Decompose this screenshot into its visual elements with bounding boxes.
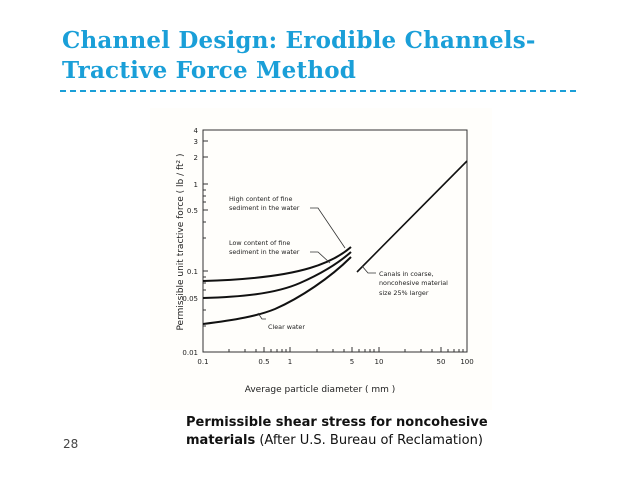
caption-bold-line1: Permissible shear stress for noncohesive (186, 415, 488, 430)
annotation-low-2: sediment in the water (229, 248, 300, 256)
x-axis-label: Average particle diameter ( mm ) (245, 385, 396, 395)
y-tick-2: 2 (194, 154, 198, 162)
line-coarse-canals (356, 160, 468, 273)
x-tick-0-5: 0.5 (258, 358, 269, 366)
annotation-coarse-3: size 25% larger (379, 289, 429, 297)
y-axis-ticks (203, 140, 208, 327)
curve-low-content (202, 251, 352, 299)
y-tick-1: 1 (194, 181, 198, 189)
annotation-high-1: High content of fine (229, 195, 292, 203)
plot-frame (202, 129, 468, 353)
x-tick-5: 5 (350, 358, 354, 366)
chart-figure: 4 3 2 1 0.5 0.1 0.05 0.01 0.1 0.5 1 5 10… (150, 108, 492, 410)
x-tick-1: 1 (288, 358, 292, 366)
y-tick-labels: 4 3 2 1 0.5 0.1 0.05 0.01 (182, 127, 198, 357)
x-tick-0-1: 0.1 (197, 358, 208, 366)
x-axis-ticks (228, 347, 464, 352)
y-axis-label: Permissible unit tractive force ( lb / f… (176, 153, 186, 330)
annotation-leaders (257, 207, 376, 320)
figure-caption: Permissible shear stress for noncohesive… (186, 414, 488, 450)
x-tick-50: 50 (437, 358, 446, 366)
annotation-coarse-2: noncohesive material (379, 279, 448, 287)
chart-annotations: High content of fine sediment in the wat… (229, 195, 448, 331)
y-tick-0-1: 0.1 (187, 268, 198, 276)
annotation-clear-water: Clear water (268, 323, 305, 331)
x-tick-100: 100 (460, 358, 473, 366)
curve-high-content (202, 246, 352, 282)
y-tick-4: 4 (194, 127, 199, 135)
y-tick-0-5: 0.5 (187, 207, 198, 215)
annotation-coarse-1: Canals in coarse, (379, 270, 434, 278)
caption-bold-line2: materials (186, 433, 256, 448)
page-number: 28 (63, 437, 79, 451)
tractive-force-chart: 4 3 2 1 0.5 0.1 0.05 0.01 0.1 0.5 1 5 10… (176, 127, 474, 395)
slide-title-line1: Channel Design: Erodible Channels- (62, 27, 536, 54)
slide-title: Channel Design: Erodible Channels- Tract… (62, 26, 536, 86)
x-tick-labels: 0.1 0.5 1 5 10 50 100 (197, 358, 473, 366)
annotation-low-1: Low content of fine (229, 239, 290, 247)
annotation-high-2: sediment in the water (229, 204, 300, 212)
y-tick-3: 3 (194, 138, 198, 146)
title-divider (60, 90, 576, 92)
y-tick-0-01: 0.01 (182, 349, 198, 357)
x-tick-10: 10 (375, 358, 384, 366)
slide-title-line2: Tractive Force Method (62, 57, 357, 84)
curve-clear-water (202, 256, 352, 325)
caption-source: (After U.S. Bureau of Reclamation) (259, 433, 483, 448)
y-tick-0-05: 0.05 (182, 295, 198, 303)
